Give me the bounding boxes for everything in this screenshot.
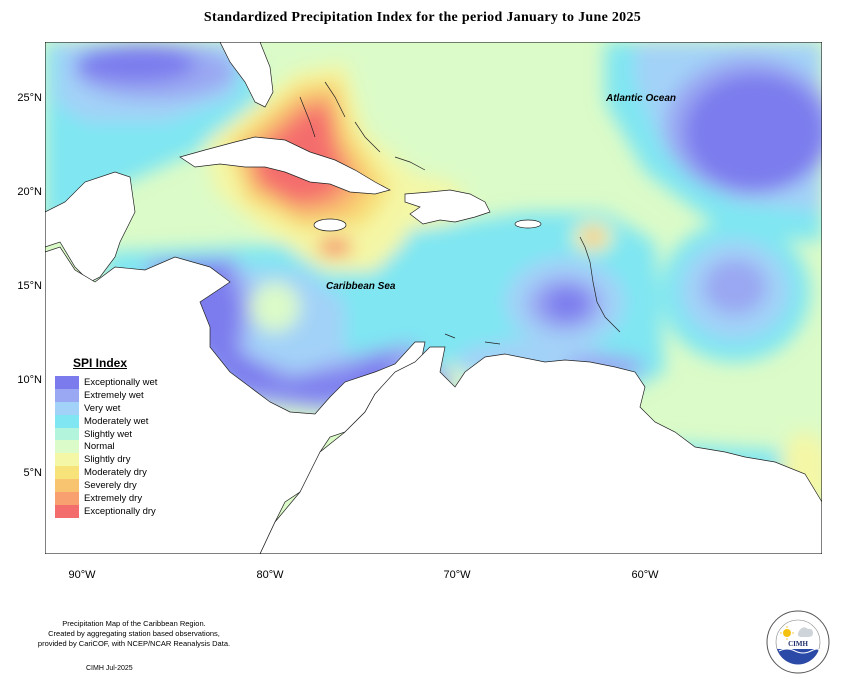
legend-item: Slightly wet [55, 427, 205, 441]
spi-map [45, 42, 822, 554]
lon-label-80w: 80°W [256, 569, 284, 581]
lon-label-90w: 90°W [68, 569, 96, 581]
note-line-3: provided by CariCOF, with NCEP/NCAR Rean… [37, 639, 231, 648]
landmasses [45, 42, 822, 554]
legend-item: Exceptionally wet [55, 376, 205, 389]
lat-label-10n: 10°N [17, 374, 42, 386]
legend-label: Slightly wet [84, 428, 133, 440]
legend-label: Exceptionally dry [84, 505, 156, 517]
legend-swatch [55, 453, 79, 467]
legend-swatch [55, 401, 79, 415]
legend-item: Very wet [55, 401, 205, 415]
cimh-logo-icon: CIMH [766, 610, 830, 674]
lat-label-15n: 15°N [17, 280, 42, 292]
lon-label-70w: 70°W [443, 569, 471, 581]
issue-date: CIMH Jul-2025 [86, 665, 133, 672]
legend-label: Moderately wet [84, 415, 149, 427]
lon-label-60w: 60°W [631, 569, 659, 581]
legend-item: Exceptionally dry [55, 504, 205, 518]
legend-swatch [55, 466, 79, 480]
logo-text: CIMH [788, 640, 808, 648]
cimh-logo: CIMH [765, 609, 831, 675]
lat-label-5n: 5°N [23, 467, 42, 479]
land-puerto-rico [514, 219, 542, 229]
legend-swatch [55, 504, 79, 518]
note-line-1: Precipitation Map of the Caribbean Regio… [62, 619, 206, 628]
legend-rows: Exceptionally wet Extremely wet Very wet Mo… [55, 376, 205, 518]
island-lesser-antilles-chain [579, 236, 621, 333]
lat-label-20n: 20°N [17, 186, 42, 198]
legend-item: Moderately dry [55, 466, 205, 480]
land-south-america [259, 346, 822, 554]
legend-label: Exceptionally wet [84, 376, 158, 388]
land-hispaniola [404, 189, 491, 225]
island-andros [299, 96, 316, 138]
legend-title: SPI Index [73, 356, 128, 370]
land-jamaica [313, 218, 347, 232]
spi-map-canvas [45, 42, 822, 554]
spi-zone-central-atlantic-extreme [703, 259, 767, 315]
legend-swatch [55, 492, 79, 505]
legend-label: Severely dry [84, 480, 137, 492]
spi-zone-atlantic-exceptional [685, 74, 822, 190]
legend-label: Slightly dry [84, 454, 131, 466]
legend-label: Normal [84, 441, 115, 453]
legend-swatch [55, 388, 79, 402]
legend-swatch [55, 376, 79, 389]
legend-swatch [55, 440, 79, 454]
island-bahamas-south [354, 121, 381, 153]
land-florida [219, 42, 274, 108]
land-cuba [179, 136, 391, 195]
spi-zone-venezuela-basin-exceptional [545, 288, 589, 320]
note-line-2: Created by aggregating station based obs… [48, 629, 220, 638]
legend-label: Extremely wet [84, 389, 144, 401]
legend-item: Slightly dry [55, 453, 205, 467]
spi-zone-gulf-exceptional [75, 46, 195, 82]
island-turks-caicos [394, 156, 426, 171]
lat-label-25n: 25°N [17, 92, 42, 104]
spi-zone-jamaica-exceptionaldry [323, 240, 347, 254]
map-notes: Precipitation Map of the Caribbean Regio… [14, 619, 254, 649]
legend-item: Severely dry [55, 479, 205, 493]
legend-item: Extremely dry [55, 492, 205, 505]
legend-label: Very wet [84, 402, 121, 414]
legend-item: Extremely wet [55, 388, 205, 402]
legend-swatch [55, 479, 79, 493]
legend-swatch [55, 427, 79, 441]
legend-label: Moderately dry [84, 467, 147, 479]
island-bahamas-chain [324, 81, 346, 118]
legend-swatch [55, 414, 79, 428]
spi-zone-lesser-antilles-extremedry [584, 230, 602, 244]
small-islands [299, 81, 621, 345]
island-abc [444, 333, 501, 345]
legend-item: Normal [55, 440, 205, 454]
spi-zone-western-caribbean-normal [250, 282, 300, 332]
map-title: Standardized Precipitation Index for the… [203, 10, 642, 25]
land-yucatan [45, 171, 136, 283]
atlantic-ocean-label: Atlantic Ocean [606, 93, 677, 104]
caribbean-sea-label: Caribbean Sea [326, 281, 396, 292]
spi-legend: SPI Index Exceptionally wet Extremely wet… [55, 356, 205, 518]
legend-label: Extremely dry [84, 492, 143, 504]
legend-item: Moderately wet [55, 414, 205, 428]
